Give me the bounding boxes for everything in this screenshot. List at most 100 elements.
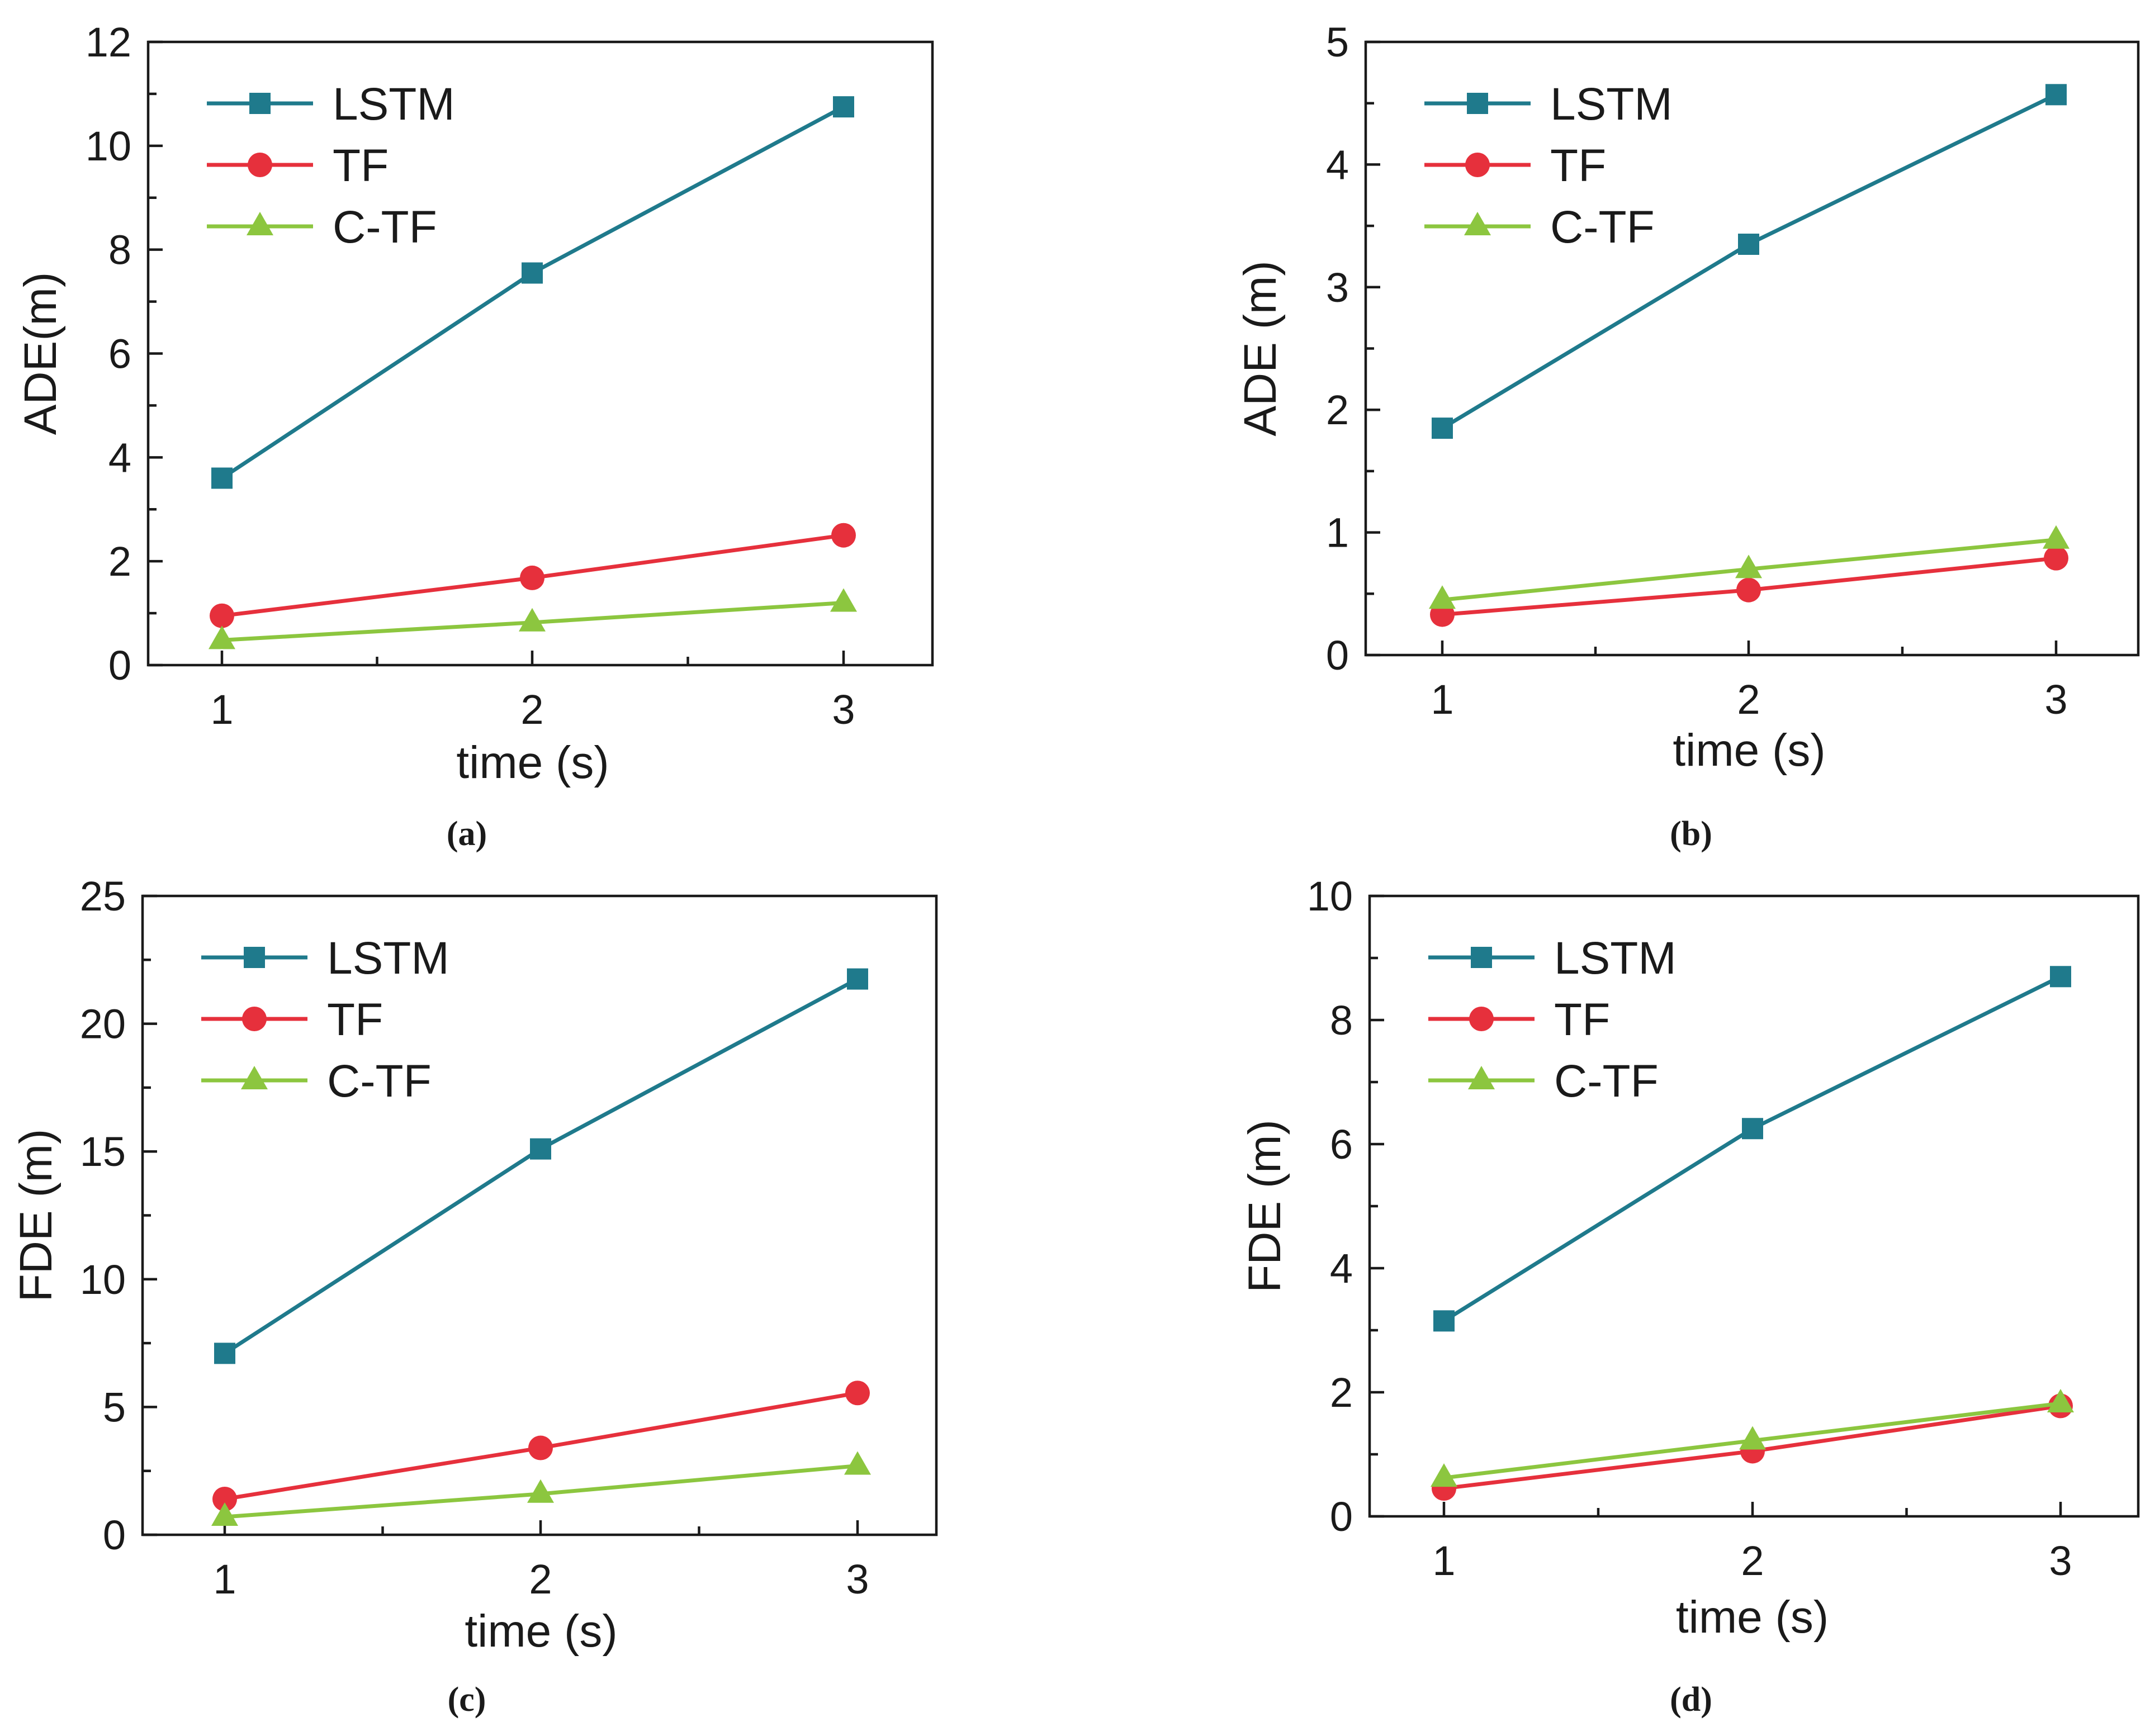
y-tick-label: 5	[103, 1384, 126, 1430]
data-point-lstm	[211, 467, 233, 489]
y-axis-title: ADE(m)	[15, 272, 66, 435]
y-tick-label: 0	[1330, 1493, 1353, 1540]
data-point-lstm	[522, 262, 543, 284]
series-line-lstm	[1443, 975, 2062, 1323]
y-tick-label: 6	[1330, 1121, 1353, 1168]
y-tick-label: 15	[80, 1128, 126, 1175]
legend-marker-c-tf	[241, 1065, 268, 1089]
data-point-c-tf	[1429, 585, 1456, 609]
legend-label-lstm: LSTM	[1550, 79, 1673, 130]
x-tick-label: 2	[1741, 1538, 1764, 1584]
y-tick-label: 25	[80, 873, 126, 919]
data-point-c-tf	[527, 1479, 554, 1503]
x-tick-label: 2	[520, 686, 543, 733]
data-point-lstm	[1742, 1118, 1763, 1140]
data-point-c-tf	[2047, 1388, 2074, 1412]
x-axis-title: time (s)	[456, 737, 609, 788]
x-tick-label: 1	[213, 1556, 236, 1602]
y-tick-label: 20	[80, 1001, 126, 1047]
series-line-lstm	[1441, 93, 2057, 430]
y-tick-label: 6	[108, 331, 131, 377]
data-point-lstm	[2045, 84, 2067, 106]
plot-frame	[1368, 894, 2140, 1518]
y-tick-label: 0	[1326, 632, 1349, 679]
data-point-lstm	[530, 1138, 551, 1160]
data-point-tf	[1736, 577, 1761, 603]
data-point-tf	[2044, 546, 2068, 571]
chart-panel-c: 0 5 10 15 20 25 1 2 3 time (s) FDE (m) LSTM TF C-TF (c…	[11, 873, 938, 1719]
legend-marker-lstm	[249, 93, 271, 114]
y-tick-label: 0	[108, 642, 131, 689]
data-point-lstm	[833, 96, 854, 118]
legend-marker-tf	[242, 1007, 267, 1031]
legend-label-c-tf: C-TF	[333, 202, 437, 253]
x-tick-label: 1	[1431, 676, 1453, 723]
data-point-lstm	[847, 968, 868, 990]
data-point-c-tf	[830, 588, 857, 612]
data-point-tf	[212, 1486, 237, 1511]
series-line-lstm	[221, 105, 845, 480]
legend-marker-lstm	[244, 947, 265, 968]
y-tick-label: 10	[1307, 873, 1353, 919]
data-point-c-tf	[1431, 1463, 1457, 1487]
legend-label-tf: TF	[1550, 140, 1606, 191]
y-tick-label: 4	[1326, 141, 1349, 188]
y-tick-label: 4	[1330, 1245, 1353, 1292]
legend-label-lstm: LSTM	[1554, 933, 1677, 984]
data-point-lstm	[1738, 234, 1759, 255]
legend-marker-c-tf	[1464, 211, 1491, 235]
legend-label-c-tf: C-TF	[327, 1056, 432, 1107]
y-tick-label: 8	[108, 227, 131, 273]
legend-label-tf: TF	[333, 140, 389, 191]
data-point-lstm	[2050, 966, 2071, 988]
data-point-c-tf	[519, 608, 546, 632]
y-axis-title: FDE (m)	[11, 1129, 61, 1302]
y-tick-label: 0	[103, 1512, 126, 1558]
data-point-c-tf	[209, 625, 235, 649]
y-tick-label: 2	[108, 538, 131, 585]
data-point-tf	[831, 523, 856, 548]
chart-panel-b: 0 1 2 3 4 5 1 2 3 time (s) ADE (m) LSTM TF C-TF (b)	[1235, 19, 2140, 853]
data-point-c-tf	[211, 1502, 238, 1526]
x-axis-title: time (s)	[465, 1606, 617, 1657]
y-tick-label: 8	[1330, 997, 1353, 1044]
x-axis-title: time (s)	[1673, 725, 1825, 776]
legend-marker-tf	[248, 153, 272, 177]
data-point-c-tf	[844, 1451, 871, 1475]
data-point-c-tf	[1739, 1426, 1766, 1450]
data-point-c-tf	[2043, 525, 2070, 549]
panel-label: (d)	[1670, 1681, 1712, 1719]
legend-label-lstm: LSTM	[333, 79, 455, 130]
y-tick-label: 1	[1326, 510, 1349, 556]
legend-marker-lstm	[1471, 947, 1492, 968]
legend-marker-c-tf	[1468, 1065, 1495, 1089]
x-tick-label: 2	[1737, 676, 1760, 723]
data-point-tf	[845, 1381, 870, 1406]
x-axis-title: time (s)	[1676, 1592, 1829, 1643]
data-point-c-tf	[1735, 554, 1762, 578]
data-point-lstm	[1433, 1310, 1455, 1332]
y-tick-label: 3	[1326, 264, 1349, 311]
series-line-lstm	[224, 977, 859, 1355]
x-tick-label: 3	[2049, 1538, 2072, 1584]
data-point-tf	[210, 603, 234, 628]
y-tick-label: 2	[1326, 387, 1349, 433]
data-point-lstm	[1432, 418, 1453, 439]
legend-label-tf: TF	[327, 994, 383, 1045]
x-tick-label: 3	[846, 1556, 869, 1602]
legend-marker-tf	[1469, 1007, 1494, 1031]
y-tick-label: 10	[80, 1256, 126, 1303]
data-point-tf	[528, 1435, 553, 1460]
data-point-lstm	[214, 1343, 235, 1364]
panel-label: (b)	[1670, 815, 1712, 853]
x-tick-label: 3	[2044, 676, 2067, 723]
y-tick-label: 10	[86, 123, 131, 169]
y-tick-label: 5	[1326, 19, 1349, 65]
x-tick-label: 1	[1432, 1538, 1455, 1584]
x-tick-label: 1	[210, 686, 233, 733]
legend-label-lstm: LSTM	[327, 933, 449, 984]
y-axis-title: ADE (m)	[1235, 260, 1286, 436]
